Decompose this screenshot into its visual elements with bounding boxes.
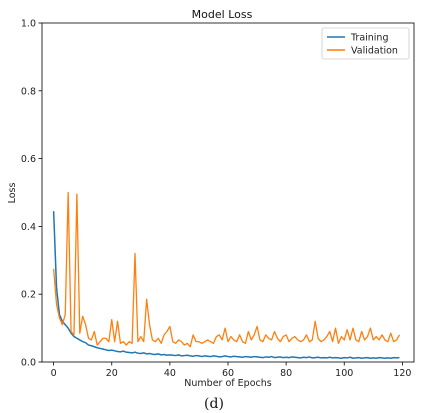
legend: Training Validation [321, 27, 410, 60]
legend-label-validation: Validation [351, 46, 398, 57]
legend-label-training: Training [350, 33, 389, 44]
series-line-validation [52, 191, 401, 348]
plot-area: 0 20 40 60 80 100 120 0.0 0.2 0.4 0.6 0.8 1.0 [21, 19, 415, 379]
figure-caption: (d) [204, 396, 224, 412]
y-tick-label: 0.6 [21, 154, 36, 165]
series-line-training [52, 211, 400, 360]
x-tick-label: 100 [335, 368, 353, 379]
y-tick-label: 0.0 [21, 358, 36, 369]
x-tick-label: 0 [51, 368, 57, 379]
y-axis-label: Loss [7, 183, 18, 204]
x-tick-label: 80 [280, 368, 292, 379]
x-tick-label: 60 [222, 368, 234, 379]
x-tick-label: 40 [164, 368, 176, 379]
x-tick-label: 120 [393, 368, 411, 379]
x-tick-label: 20 [106, 368, 118, 379]
y-tick-label: 1.0 [21, 19, 36, 30]
y-tick-label: 0.4 [21, 222, 36, 233]
legend-box [321, 27, 410, 60]
chart-title: Model Loss [192, 8, 253, 21]
x-axis-label: Number of Epochs [184, 378, 271, 389]
y-tick-label: 0.8 [21, 86, 36, 97]
y-tick-label: 0.2 [21, 290, 36, 301]
